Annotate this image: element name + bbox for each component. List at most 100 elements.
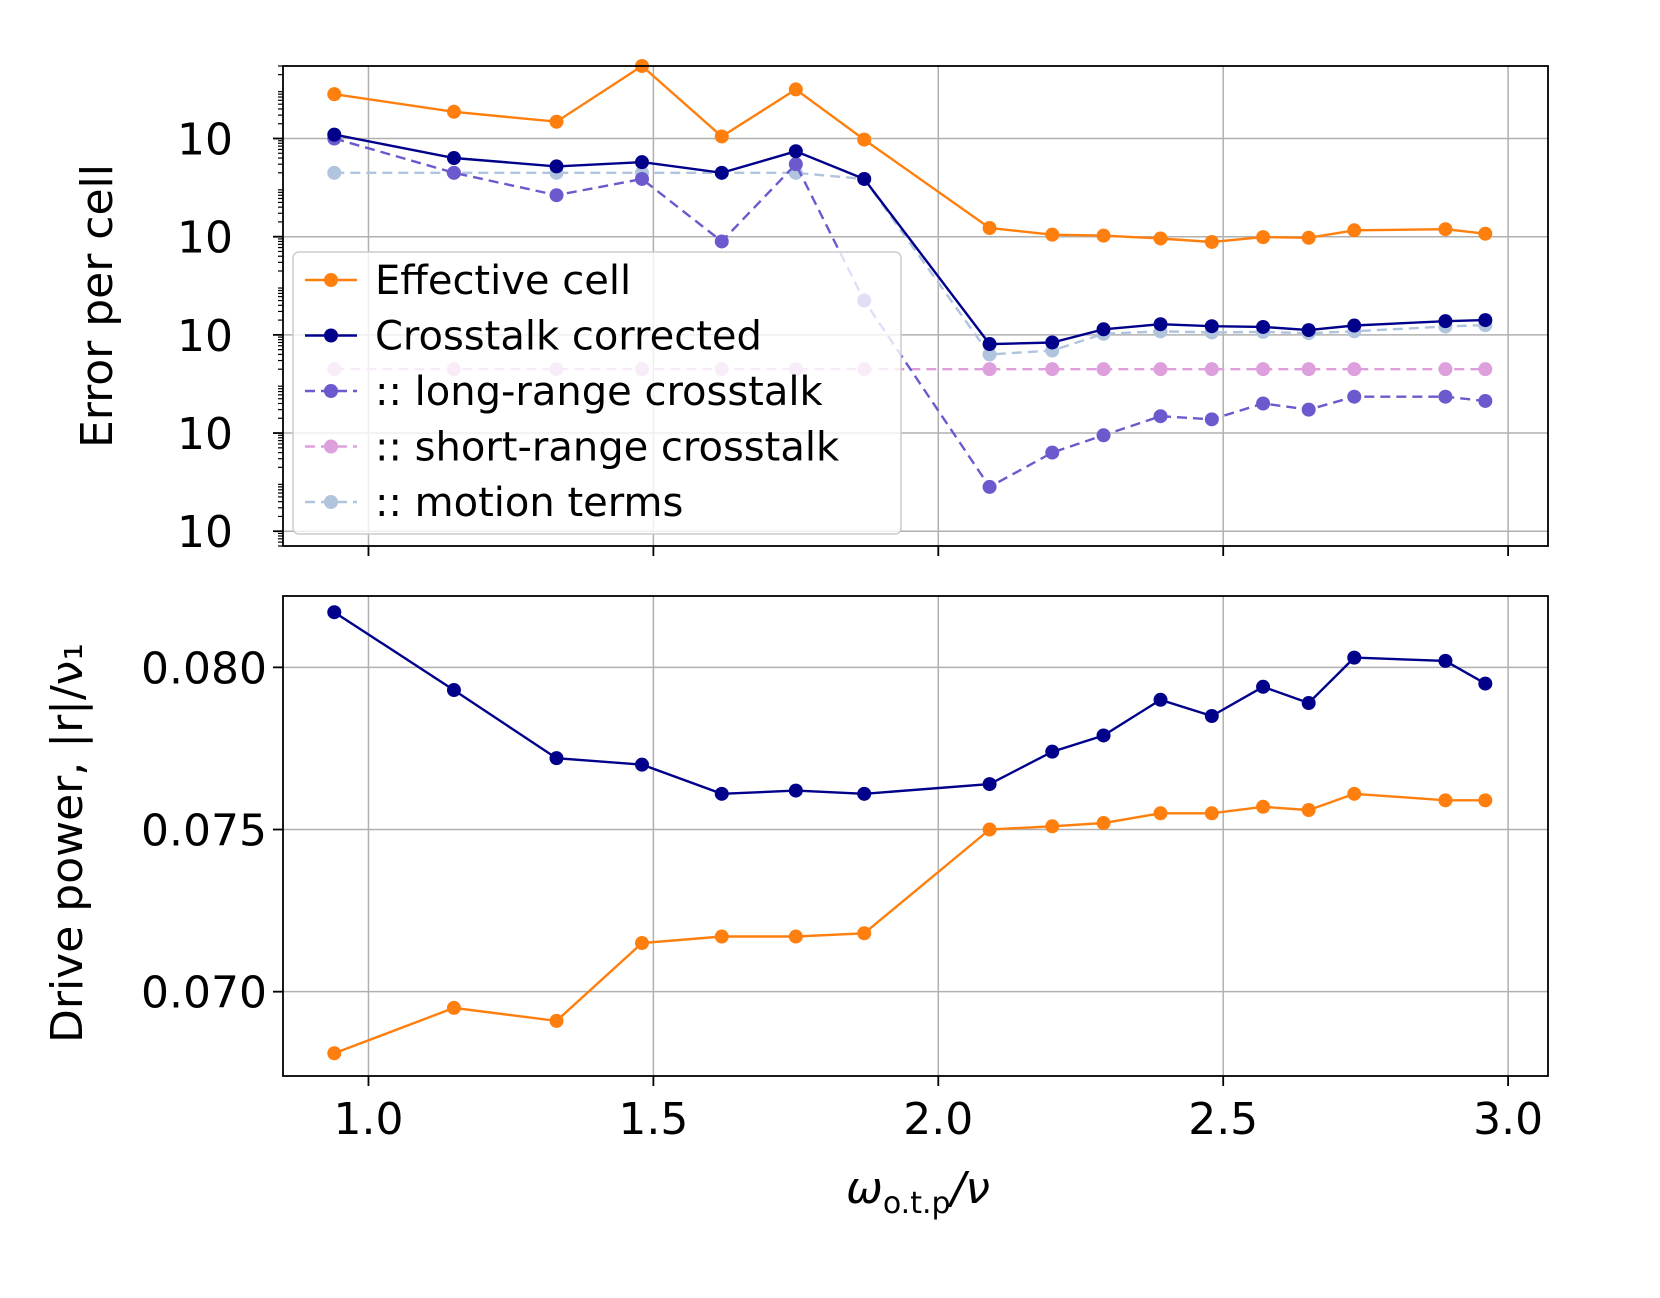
bottom-data-point [1438,793,1453,808]
bottom-data-point [1204,709,1219,723]
bottom-data-point [982,822,997,837]
top-data-point [1347,362,1362,377]
top-plot-frame [282,65,1549,547]
bottom-data-point [788,929,803,944]
top-data-point [788,144,803,159]
bottom-data-point [1478,793,1493,808]
top-data-point [549,114,564,129]
top-data-point [1096,362,1111,377]
top-data-point [1096,428,1111,443]
top-data-point [1256,362,1271,377]
top-y-tick-label: 10 [177,409,233,460]
bottom-x-tick-label: 2.5 [1188,1094,1258,1145]
top-data-point [1153,317,1168,332]
bottom-data-point [1204,806,1219,821]
bottom-data-point [1438,653,1453,668]
bottom-data-point [1096,816,1111,831]
bottom-series-group [327,605,1493,1061]
top-data-point [446,151,461,166]
top-data-point [1153,231,1168,246]
legend-label: Effective cell [375,258,631,304]
top-data-point [1301,323,1316,338]
top-data-point [1438,362,1453,377]
bottom-x-tick-label: 2.0 [903,1094,973,1145]
legend-marker [324,495,338,509]
top-data-point [1096,322,1111,337]
top-data-point [714,129,729,144]
top-data-point [1204,234,1219,249]
top-data-point [327,165,342,180]
top-axes: 10010−210−410−610−8 [177,65,1549,558]
bottom-data-point [634,757,649,772]
bottom-axes: 1.0 1.5 2.0 2.5 3.0 0.070 0.075 0.080 [141,595,1549,1145]
bottom-y-axis-label: Drive power, |r|/ν₁ [42,643,93,1043]
top-data-point [982,337,997,352]
legend-marker [324,273,338,287]
legend-marker [324,439,338,454]
top-y-tick-label: 10 [177,213,233,264]
bottom-data-point [1045,744,1060,759]
top-data-point [634,155,649,170]
bottom-data-point [714,929,729,944]
legend-box [292,251,902,535]
top-data-point [549,159,564,174]
top-data-point [982,479,997,494]
bottom-data-point [788,783,803,798]
top-data-point [446,165,461,180]
top-data-point [1438,314,1453,329]
legend-marker [324,384,338,398]
bottom-data-point [982,777,997,792]
bottom-data-point [857,786,872,801]
bottom-data-point [549,751,564,766]
top-data-point [1045,227,1060,242]
top-data-point [1204,362,1219,377]
bottom-data-point [1347,650,1362,665]
bottom-data-point [1478,676,1493,691]
top-data-point [1204,319,1219,334]
bottom-data-point [327,605,342,620]
top-data-point [634,171,649,186]
top-data-point [1478,226,1493,241]
bottom-data-point [1256,799,1271,814]
top-data-point [857,132,872,147]
top-data-point [1153,362,1168,377]
top-data-point [1438,389,1453,404]
bottom-data-point [446,1000,461,1015]
bottom-drive-power-panel: 1.0 1.5 2.0 2.5 3.0 0.070 0.075 0.080 Drive pow… [42,595,1549,1221]
bottom-y-tick-label: 0.080 [141,643,267,694]
bottom-data-point [1256,679,1271,694]
top-data-point [1256,319,1271,334]
legend-label: :: short-range crosstalk [375,425,840,471]
x-axis-label-main: ω [846,1163,883,1214]
legend-label: :: motion terms [375,480,683,526]
top-data-point [788,157,803,172]
bottom-data-point [1301,803,1316,818]
bottom-data-point [1153,806,1168,821]
top-data-point [1301,230,1316,245]
top-data-point [1478,362,1493,377]
top-error-panel: 10010−210−410−610−8 Error per cell Effec… [72,59,1549,558]
bottom-data-point [634,936,649,951]
top-data-point [1301,362,1316,377]
bottom-data-point [857,926,872,941]
top-data-point [1438,222,1453,237]
top-data-point [857,171,872,186]
top-data-point [446,104,461,119]
bottom-data-point [1301,696,1316,711]
top-data-point [327,87,342,102]
top-data-point [1045,335,1060,350]
bottom-data-point [1347,786,1362,801]
top-data-point [327,127,342,142]
top-data-point [1204,412,1219,427]
top-data-point [982,221,997,236]
top-data-point [1347,389,1362,404]
top-data-point [1045,362,1060,377]
bottom-data-point [1153,692,1168,707]
top-data-point [549,188,564,203]
top-data-point [1301,402,1316,417]
top-data-point [714,165,729,180]
top-data-point [714,234,729,249]
top-data-point [788,82,803,97]
